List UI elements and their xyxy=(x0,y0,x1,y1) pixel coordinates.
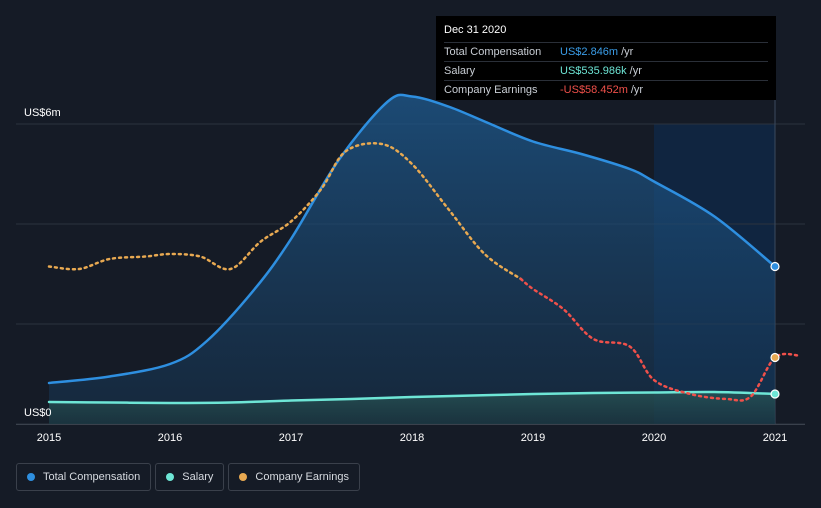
tooltip-row-salary: Salary US$535.986k /yr xyxy=(444,61,768,80)
legend-item-company-earnings[interactable]: Company Earnings xyxy=(228,463,360,491)
legend-label: Total Compensation xyxy=(43,471,141,483)
tooltip-unit: /yr xyxy=(630,84,644,96)
legend-dot-icon xyxy=(166,473,175,481)
x-tick-label: 2016 xyxy=(158,432,182,444)
tooltip: Dec 31 2020 Total Compensation US$2.846m… xyxy=(436,16,776,100)
y-tick-label: US$6m xyxy=(24,107,61,119)
tooltip-value: US$2.846m xyxy=(560,46,619,58)
x-tick-label: 2021 xyxy=(763,432,787,444)
x-tick-label: 2015 xyxy=(37,432,61,444)
x-tick-label: 2017 xyxy=(279,432,303,444)
legend-item-total-compensation[interactable]: Total Compensation xyxy=(16,463,152,491)
legend-dot-icon xyxy=(27,473,35,481)
legend-dot-icon xyxy=(239,473,248,481)
legend-label: Salary xyxy=(182,471,214,483)
tooltip-date: Dec 31 2020 xyxy=(444,24,507,36)
tooltip-value: -US$58.452m xyxy=(560,84,628,96)
total-compensation-line xyxy=(47,93,777,385)
salary-line xyxy=(47,390,777,405)
tooltip-unit: /yr xyxy=(621,46,634,58)
tooltip-row-total: Total Compensation US$2.846m /yr xyxy=(444,42,768,61)
legend: Total Compensation Salary Company Earnin… xyxy=(16,463,360,491)
total-compensation-area xyxy=(49,94,775,424)
y-tick-label: US$0 xyxy=(24,407,52,419)
x-tick-label: 2019 xyxy=(521,432,545,444)
legend-item-salary[interactable]: Salary xyxy=(155,463,225,491)
tooltip-row-earnings: Company Earnings -US$58.452m /yr xyxy=(444,80,768,99)
x-tick-label: 2018 xyxy=(400,432,424,444)
salary-area xyxy=(49,391,775,424)
salary-point[interactable] xyxy=(770,389,780,399)
tooltip-label: Salary xyxy=(444,65,476,77)
company-earnings-line xyxy=(47,141,523,281)
company-earnings-point[interactable] xyxy=(770,352,780,363)
tooltip-unit: /yr xyxy=(629,65,642,77)
tooltip-label: Company Earnings xyxy=(444,84,538,96)
tooltip-value: US$535.986k xyxy=(560,65,627,77)
legend-label: Company Earnings xyxy=(255,471,349,483)
company-earnings-negative-line xyxy=(519,277,801,402)
x-tick-label: 2020 xyxy=(642,432,666,444)
total-compensation-point[interactable] xyxy=(770,261,780,272)
tooltip-label: Total Compensation xyxy=(444,46,542,58)
